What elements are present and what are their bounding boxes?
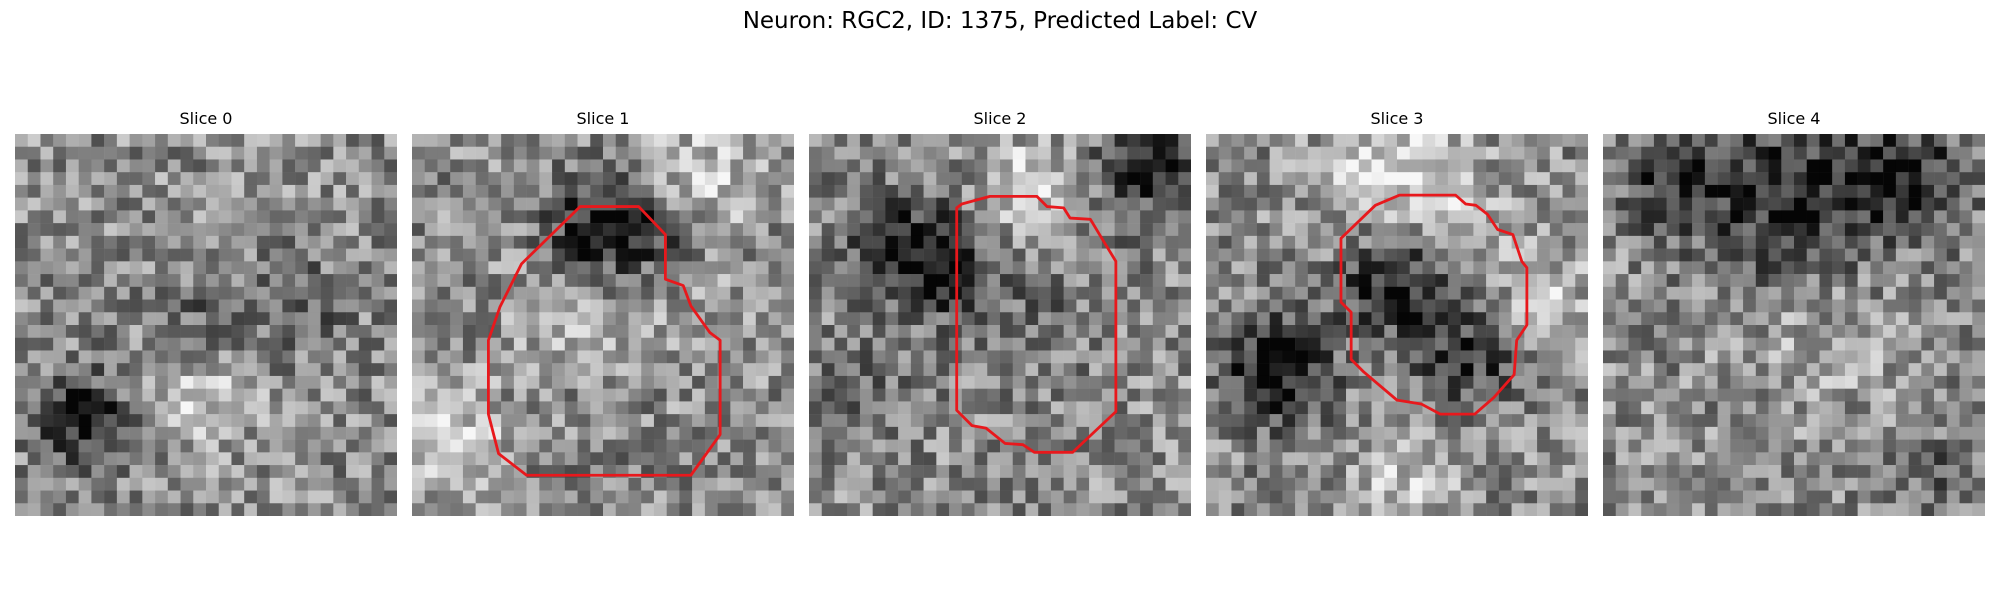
slice-4-image [1603, 134, 1985, 516]
slice-1-image [412, 134, 794, 516]
figure-title: Neuron: RGC2, ID: 1375, Predicted Label:… [742, 8, 1258, 34]
slice-4-title: Slice 4 [1767, 109, 1821, 128]
slice-3-contour [1339, 193, 1529, 416]
slice-2-contour [955, 194, 1118, 454]
slice-2-image [809, 134, 1191, 516]
slice-1-title: Slice 1 [576, 109, 630, 128]
slice-0-image [15, 134, 397, 516]
slice-3-title: Slice 3 [1370, 109, 1424, 128]
slice-2-title: Slice 2 [973, 109, 1027, 128]
slice-1-contour [486, 205, 722, 477]
slice-3-image [1206, 134, 1588, 516]
slice-0-title: Slice 0 [179, 109, 233, 128]
